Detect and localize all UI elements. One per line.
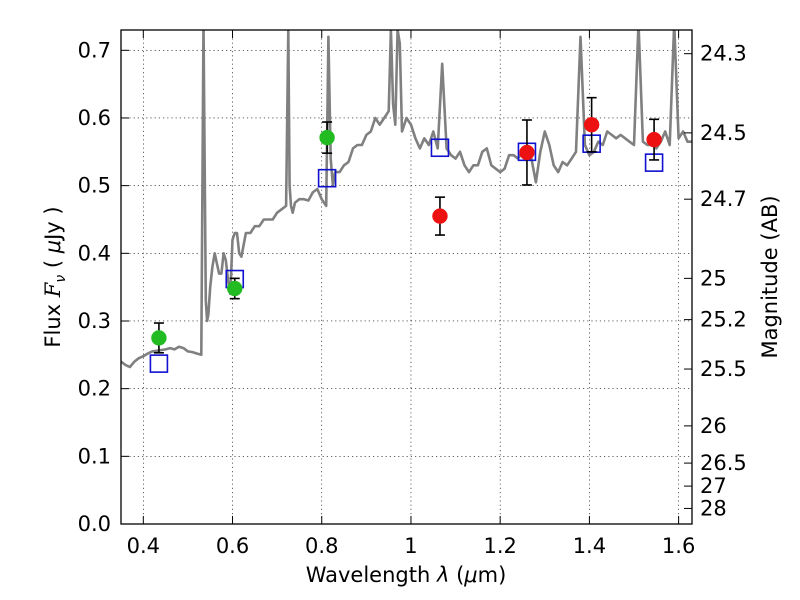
y-tick-label: 0.0	[78, 512, 111, 536]
y-axis-label-subscript: ν	[53, 275, 69, 283]
y-tick-label: 0.5	[78, 174, 111, 198]
magnitude-tick-label: 25	[700, 266, 727, 290]
x-tick-label: 1.2	[483, 534, 516, 558]
magnitude-tick-label: 24.7	[700, 187, 747, 211]
grid	[121, 30, 692, 525]
model-photometry-marker	[317, 168, 337, 188]
x-axis-label-text: Wavelength	[306, 563, 437, 587]
model-sed-layer	[121, 30, 692, 369]
y-axis-label-symbol: F	[41, 281, 65, 298]
x-tick-label: 0.6	[216, 534, 249, 558]
plot-frame	[120, 29, 693, 525]
y-tick-label: 0.4	[78, 241, 111, 265]
model-photometry-marker	[149, 354, 169, 373]
y-axis-label-left: Flux Fν ( μJy )	[41, 206, 69, 347]
y-tick-label: 0.1	[78, 444, 111, 468]
x-tick-label: 0.4	[127, 534, 160, 558]
magnitude-tick-label: 24.5	[700, 121, 747, 145]
observed-flux-marker	[646, 131, 662, 148]
x-tick-label: 1.4	[573, 534, 606, 558]
magnitude-tick-label: 26.5	[700, 451, 747, 475]
observed-flux-marker	[583, 116, 600, 133]
observed-flux-marker	[432, 208, 448, 224]
y-tick-label: 0.2	[78, 377, 111, 401]
magnitude-tick-label: 25.5	[700, 357, 747, 381]
y-axis-label-open: (	[41, 253, 65, 275]
y-tick-label: 0.3	[78, 309, 111, 333]
x-tick-label: 1.6	[662, 534, 695, 558]
x-axis-label: Wavelength λ (μm)	[306, 563, 507, 587]
x-axis-label-unit-end: m)	[478, 563, 507, 587]
magnitude-tick-label: 24.3	[700, 42, 747, 66]
model-sed-line	[121, 30, 692, 369]
observed-flux-marker	[227, 280, 243, 297]
observed-flux-marker	[519, 144, 535, 161]
observed-flux-marker	[319, 129, 335, 146]
magnitude-tick-label: 28	[700, 496, 727, 520]
x-tick-label: 0.8	[305, 534, 338, 558]
y-axis-label-text: Flux	[41, 297, 65, 347]
x-axis-label-unit: (	[449, 563, 464, 587]
y-axis-label-unit: Jy )	[41, 206, 65, 242]
model-photometry-marker	[430, 138, 450, 158]
magnitude-tick-label: 27	[700, 474, 727, 498]
magnitude-tick-label: 25.2	[700, 308, 747, 332]
x-axis-label-symbol: λ	[436, 563, 449, 587]
markers-layer	[149, 96, 664, 373]
x-axis-label-mu: μ	[463, 563, 477, 587]
ticks: 0.4 0.6 0.8 1 1.2 1.4 1.6 0.0 0.1 0.2 0.3 0.4 0.5 0.6…	[78, 30, 747, 558]
x-tick-label: 1	[404, 534, 417, 558]
y-axis-label-right: Magnitude (AB)	[758, 195, 782, 358]
y-tick-label: 0.7	[78, 38, 111, 62]
y-tick-label: 0.6	[78, 106, 111, 130]
magnitude-tick-label: 26	[700, 414, 727, 438]
observed-flux-marker	[151, 330, 167, 346]
y-axis-label-mu: μ	[41, 240, 65, 254]
